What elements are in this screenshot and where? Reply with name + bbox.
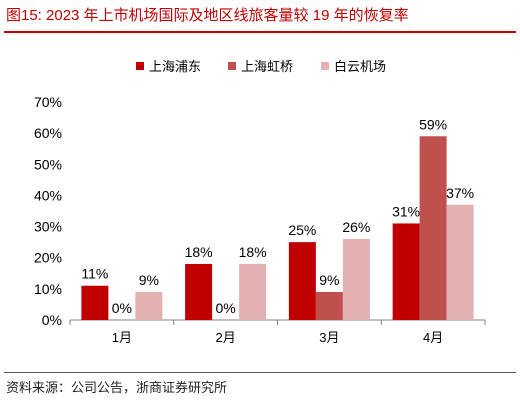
legend-swatch-2 bbox=[228, 62, 236, 70]
bar-value-label: 31% bbox=[392, 203, 420, 219]
bar-3-3 bbox=[342, 239, 370, 320]
x-tick-label: 3月 bbox=[319, 330, 339, 345]
bar-value-label: 0% bbox=[216, 300, 236, 316]
bar-3-4 bbox=[446, 204, 474, 320]
bar-value-label: 0% bbox=[112, 300, 132, 316]
bar-value-label: 26% bbox=[342, 219, 370, 235]
bar-2-3 bbox=[315, 291, 343, 320]
bar-value-label: 9% bbox=[139, 272, 159, 288]
y-tick-label: 40% bbox=[34, 187, 62, 203]
x-tick-label: 4月 bbox=[423, 330, 443, 345]
x-tick-label: 2月 bbox=[216, 330, 236, 345]
source-note: 资料来源：公司公告，浙商证券研究所 bbox=[6, 380, 228, 395]
legend-label-1: 上海浦东 bbox=[149, 59, 201, 74]
bar-1-4 bbox=[392, 223, 420, 320]
legend-label-2: 上海虹桥 bbox=[241, 59, 293, 74]
y-tick-label: 50% bbox=[34, 156, 62, 172]
bar-chart: 上海浦东 上海虹桥 白云机场 0% 10% 20% 30% 40% 50% 60% 70% 11% 0%… bbox=[34, 59, 486, 345]
x-tick-label: 1月 bbox=[112, 330, 132, 345]
y-tick-label: 0% bbox=[42, 312, 62, 328]
bar-2-4 bbox=[419, 136, 447, 320]
bar-value-label: 25% bbox=[288, 222, 316, 238]
bar-1-3 bbox=[288, 242, 316, 320]
bar-value-label: 11% bbox=[81, 266, 108, 282]
bar-value-label: 18% bbox=[185, 244, 213, 260]
legend-label-3: 白云机场 bbox=[334, 59, 386, 74]
bar-1-2 bbox=[185, 263, 213, 320]
bar-3-1 bbox=[135, 291, 163, 320]
legend-swatch-3 bbox=[321, 62, 329, 70]
title-divider bbox=[4, 31, 516, 33]
bar-value-label: 18% bbox=[239, 244, 267, 260]
y-tick-label: 70% bbox=[34, 94, 62, 110]
bar-value-label: 59% bbox=[419, 116, 447, 132]
bar-1-1 bbox=[81, 285, 109, 320]
y-tick-label: 60% bbox=[34, 125, 62, 141]
bar-value-label: 37% bbox=[446, 185, 474, 201]
figure-title: 图15: 2023 年上市机场国际及地区线旅客量较 19 年的恢复率 bbox=[6, 7, 409, 24]
source-divider bbox=[4, 372, 516, 373]
bar-value-label: 9% bbox=[319, 272, 339, 288]
y-tick-label: 30% bbox=[34, 219, 62, 235]
chart-area: 上海浦东 上海虹桥 白云机场 0% 10% 20% 30% 40% 50% 60% 70% 11% 0%… bbox=[0, 36, 520, 366]
y-tick-label: 10% bbox=[34, 281, 62, 297]
legend-swatch-1 bbox=[136, 62, 144, 70]
y-tick-label: 20% bbox=[34, 250, 62, 266]
bar-3-2 bbox=[239, 263, 267, 320]
